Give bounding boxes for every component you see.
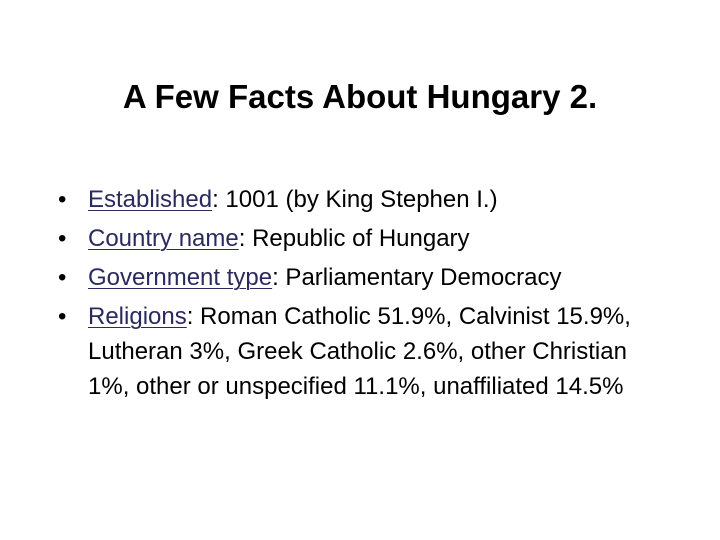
- bullet-link[interactable]: Established: [88, 186, 213, 213]
- bullet: Established: 1001 (by King Stephen I.): [58, 182, 648, 217]
- bullet-text: : Republic of Hungary: [238, 225, 470, 252]
- bullet: Government type: Parliamentary Democracy: [58, 260, 648, 295]
- bullet: Country name: Republic of Hungary: [58, 221, 648, 256]
- bullet-link[interactable]: Country name: [88, 225, 239, 252]
- bullet-link[interactable]: Religions: [88, 303, 187, 330]
- bullet-text: : 1001 (by King Stephen I.): [212, 186, 498, 213]
- slide-title: A Few Facts About Hungary 2.: [122, 78, 598, 115]
- bullet-text: : Roman Catholic 51.9%, Calvinist 15.9%,…: [88, 303, 631, 400]
- bullet: Religions: Roman Catholic 51.9%, Calvini…: [58, 299, 648, 404]
- bullet-text: : Parliamentary Democracy: [272, 264, 562, 291]
- bullet-link[interactable]: Government type: [88, 264, 273, 291]
- bullet-list: Established: 1001 (by King Stephen I.) C…: [58, 182, 648, 408]
